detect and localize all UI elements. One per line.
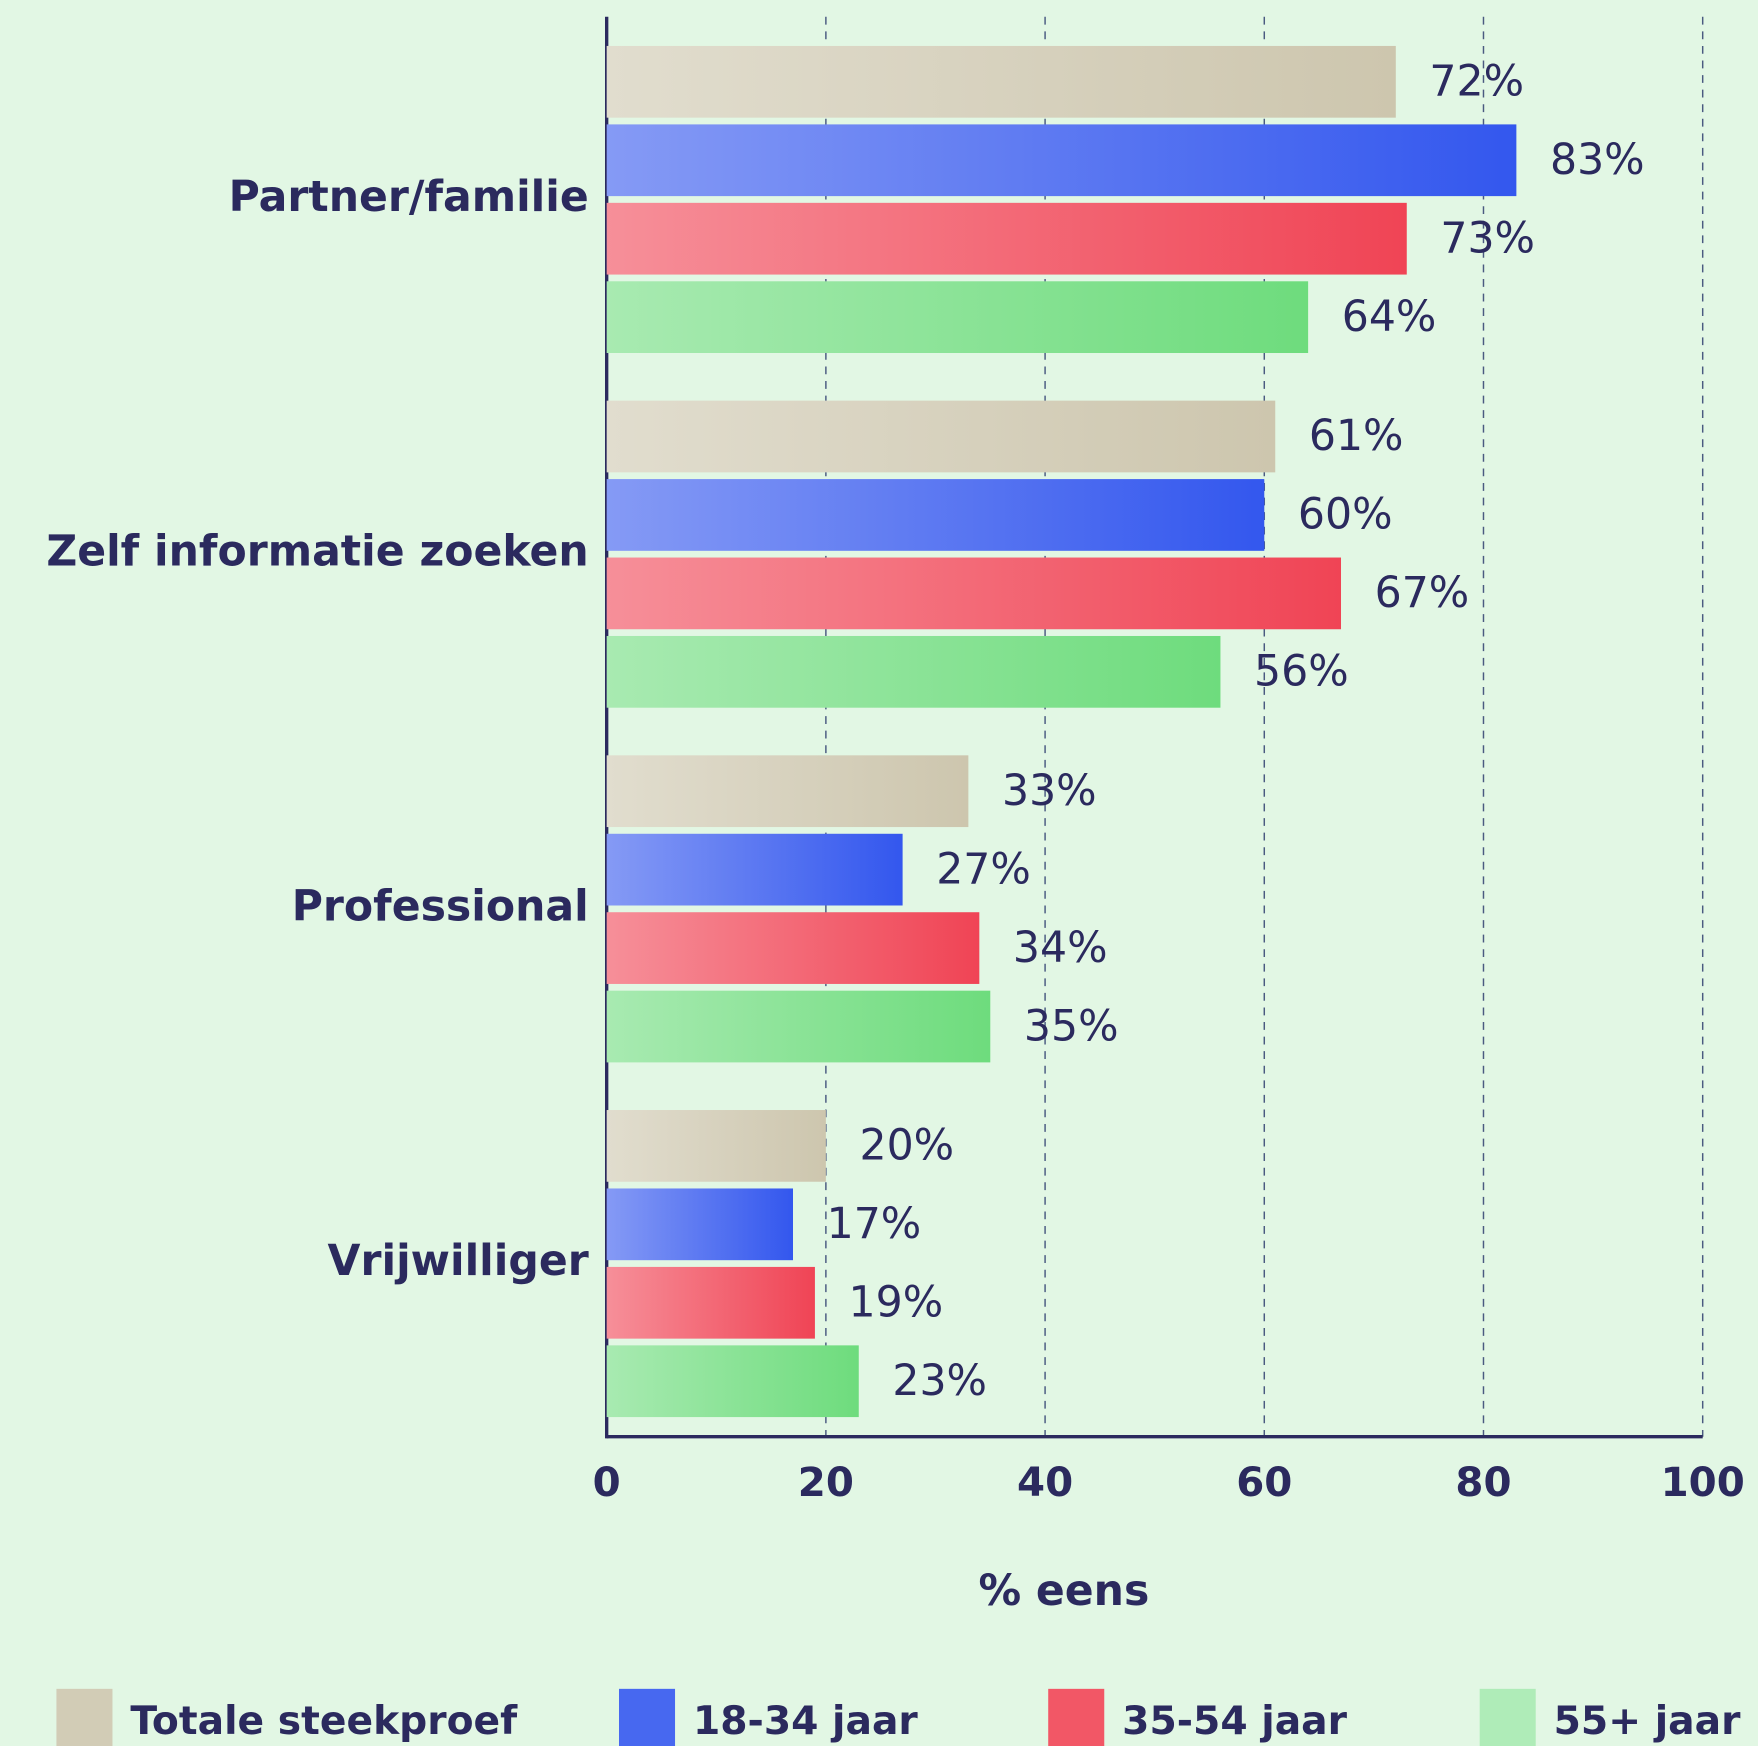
x-tick-label: 100 <box>1661 1459 1745 1506</box>
legend-swatch <box>1048 1688 1105 1746</box>
bar <box>606 479 1265 551</box>
legend-swatch <box>1479 1688 1536 1746</box>
x-tick-label: 20 <box>798 1459 854 1506</box>
value-label: 33% <box>1002 766 1097 816</box>
x-tick-label: 0 <box>593 1459 621 1506</box>
bar <box>606 755 969 828</box>
bar <box>606 124 1517 197</box>
bar <box>606 1266 815 1339</box>
value-label: 27% <box>936 844 1031 894</box>
bar <box>606 202 1407 275</box>
legend-swatch <box>619 1688 676 1746</box>
value-label: 73% <box>1440 213 1535 263</box>
value-label: 61% <box>1309 411 1404 461</box>
legend-label: 55+ jaar <box>1554 1699 1741 1744</box>
legend-label: Totale steekproef <box>130 1699 518 1744</box>
category-label: Vrijwilliger <box>328 1236 589 1286</box>
x-tick-label: 60 <box>1236 1459 1292 1506</box>
bar <box>606 557 1342 630</box>
bar <box>606 990 991 1063</box>
bar <box>606 1188 793 1261</box>
category-label: Professional <box>292 881 589 931</box>
bar <box>606 1110 826 1182</box>
category-label: Zelf informatie zoeken <box>46 527 588 577</box>
legend-label: 18-34 jaar <box>693 1699 918 1744</box>
value-label: 34% <box>1013 923 1108 973</box>
bar <box>606 912 980 984</box>
legend-label: 35-54 jaar <box>1122 1699 1347 1744</box>
category-label: Partner/familie <box>229 172 589 222</box>
value-label: 83% <box>1550 135 1645 185</box>
value-label: 20% <box>860 1121 955 1171</box>
value-label: 17% <box>827 1199 922 1249</box>
x-axis-label: % eens <box>978 1566 1149 1616</box>
value-label: 23% <box>892 1356 987 1406</box>
bar <box>606 400 1276 473</box>
legend-swatch <box>56 1688 113 1746</box>
value-label: 56% <box>1254 647 1349 697</box>
value-label: 72% <box>1429 57 1524 107</box>
x-tick-label: 40 <box>1017 1459 1073 1506</box>
value-label: 60% <box>1298 490 1393 540</box>
bar <box>606 45 1396 118</box>
bar <box>606 281 1309 354</box>
x-tick-label: 80 <box>1455 1459 1511 1506</box>
value-label: 35% <box>1024 1001 1119 1051</box>
bar <box>606 635 1221 708</box>
bar <box>606 1345 859 1418</box>
bar <box>606 833 903 906</box>
value-label: 64% <box>1342 292 1437 342</box>
value-label: 19% <box>849 1278 944 1328</box>
value-label: 67% <box>1375 568 1470 618</box>
